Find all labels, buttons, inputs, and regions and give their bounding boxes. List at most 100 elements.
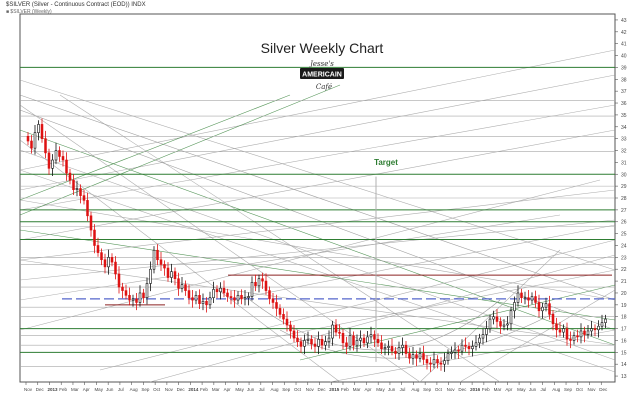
trendline-12 — [149, 254, 616, 383]
candle-body-126 — [467, 346, 471, 350]
candle-body-157 — [576, 335, 579, 338]
candle-body-97 — [366, 336, 369, 344]
candle-body-148 — [544, 303, 548, 308]
candle-body-87 — [331, 324, 334, 339]
trendline-21 — [299, 284, 616, 361]
candle-body-98 — [369, 334, 373, 338]
candle-body-48 — [194, 295, 198, 301]
x-tick-label-35: Oct — [435, 387, 443, 392]
candle-body-161 — [590, 328, 593, 332]
candle-body-25 — [114, 261, 117, 275]
x-tick-label-39: Feb — [482, 387, 490, 392]
candle-body-62 — [243, 297, 247, 300]
logo-line-1: Jesse's — [308, 60, 334, 68]
candle-body-86 — [327, 337, 331, 342]
candle-body-154 — [565, 328, 569, 340]
candle-body-128 — [474, 342, 478, 347]
y-tick-label-3: 16 — [621, 338, 627, 344]
candle-body-107 — [401, 344, 404, 348]
trendline-14 — [19, 74, 616, 191]
x-tick-label-45: Aug — [552, 387, 561, 392]
candle-body-64 — [250, 281, 254, 297]
trendline-11 — [99, 239, 616, 371]
x-tick-label-46: Sep — [564, 387, 573, 392]
candle-body-150 — [551, 314, 555, 325]
candle-body-100 — [376, 338, 380, 344]
y-tick-label-22: 35 — [621, 113, 627, 119]
x-tick-label-41: Apr — [505, 387, 513, 392]
candle-body-2 — [33, 132, 37, 149]
candle-body-163 — [597, 325, 600, 331]
candle-body-162 — [593, 328, 597, 331]
x-tick-label-25: Dec — [318, 387, 327, 392]
candle-body-146 — [537, 302, 541, 312]
candle-body-114 — [425, 359, 429, 364]
candle-body-79 — [303, 340, 306, 347]
x-tick-label-5: Apr — [83, 387, 91, 392]
candle-body-143 — [527, 297, 530, 301]
candle-body-0 — [26, 135, 30, 142]
candle-body-33 — [142, 292, 145, 299]
candle-body-105 — [394, 350, 397, 354]
candle-body-22 — [103, 259, 107, 268]
x-tick-label-29: Apr — [364, 387, 372, 392]
candle-body-93 — [352, 335, 355, 346]
x-tick-label-2: 2013 — [47, 387, 58, 392]
candle-body-88 — [334, 324, 338, 333]
candle-body-77 — [296, 337, 299, 342]
symbol-header: $SILVER (Silver - Continuous Contract (E… — [6, 2, 146, 8]
candle-body-153 — [562, 328, 565, 333]
x-tick-label-16: Mar — [212, 387, 220, 392]
candle-body-35 — [149, 268, 152, 284]
x-tick-label-34: Sep — [423, 387, 432, 392]
candle-body-158 — [579, 330, 583, 338]
candle-body-96 — [362, 337, 366, 344]
candle-body-82 — [313, 343, 317, 347]
y-tick-label-29: 42 — [621, 30, 627, 36]
y-tick-label-11: 24 — [621, 243, 627, 249]
target-label: Target — [374, 158, 398, 167]
candle-body-27 — [121, 286, 124, 291]
y-tick-label-5: 18 — [621, 315, 627, 321]
candle-body-84 — [320, 338, 324, 346]
candle-body-9 — [58, 150, 61, 157]
candle-body-95 — [359, 337, 362, 341]
y-tick-label-21: 34 — [621, 125, 627, 131]
candle-body-142 — [523, 297, 527, 300]
candle-body-20 — [96, 245, 100, 253]
x-tick-label-13: Dec — [177, 387, 186, 392]
candle-body-43 — [177, 278, 180, 289]
candle-body-39 — [163, 264, 166, 269]
x-tick-label-40: Mar — [494, 387, 502, 392]
candle-body-29 — [128, 295, 131, 301]
trendline-4 — [19, 149, 616, 361]
candle-body-66 — [257, 278, 261, 287]
x-tick-label-36: Nov — [447, 387, 456, 392]
candle-body-34 — [145, 283, 149, 299]
y-tick-label-14: 27 — [621, 208, 627, 214]
x-tick-label-4: Mar — [71, 387, 79, 392]
trendline-15 — [19, 49, 616, 171]
y-tick-label-16: 29 — [621, 184, 627, 190]
logo-line-3: Café — [316, 83, 332, 91]
x-tick-label-23: Oct — [294, 387, 302, 392]
candle-body-16 — [82, 195, 86, 201]
y-tick-label-2: 15 — [621, 350, 627, 356]
x-tick-label-0: Nov — [24, 387, 33, 392]
candle-body-164 — [600, 322, 604, 327]
chart-title: Silver Weekly Chart — [261, 40, 384, 56]
candle-body-50 — [201, 300, 205, 304]
x-tick-label-33: Aug — [411, 387, 420, 392]
trendline-19 — [229, 224, 616, 301]
y-tick-label-12: 25 — [621, 232, 627, 238]
candle-body-6 — [47, 152, 51, 169]
candle-body-121 — [450, 352, 453, 354]
candle-body-74 — [285, 318, 289, 326]
candle-body-135 — [499, 321, 502, 327]
candle-body-141 — [520, 292, 523, 299]
candle-body-132 — [488, 318, 492, 329]
y-tick-label-26: 39 — [621, 65, 627, 71]
candle-body-26 — [117, 273, 121, 288]
x-tick-label-21: Aug — [271, 387, 280, 392]
